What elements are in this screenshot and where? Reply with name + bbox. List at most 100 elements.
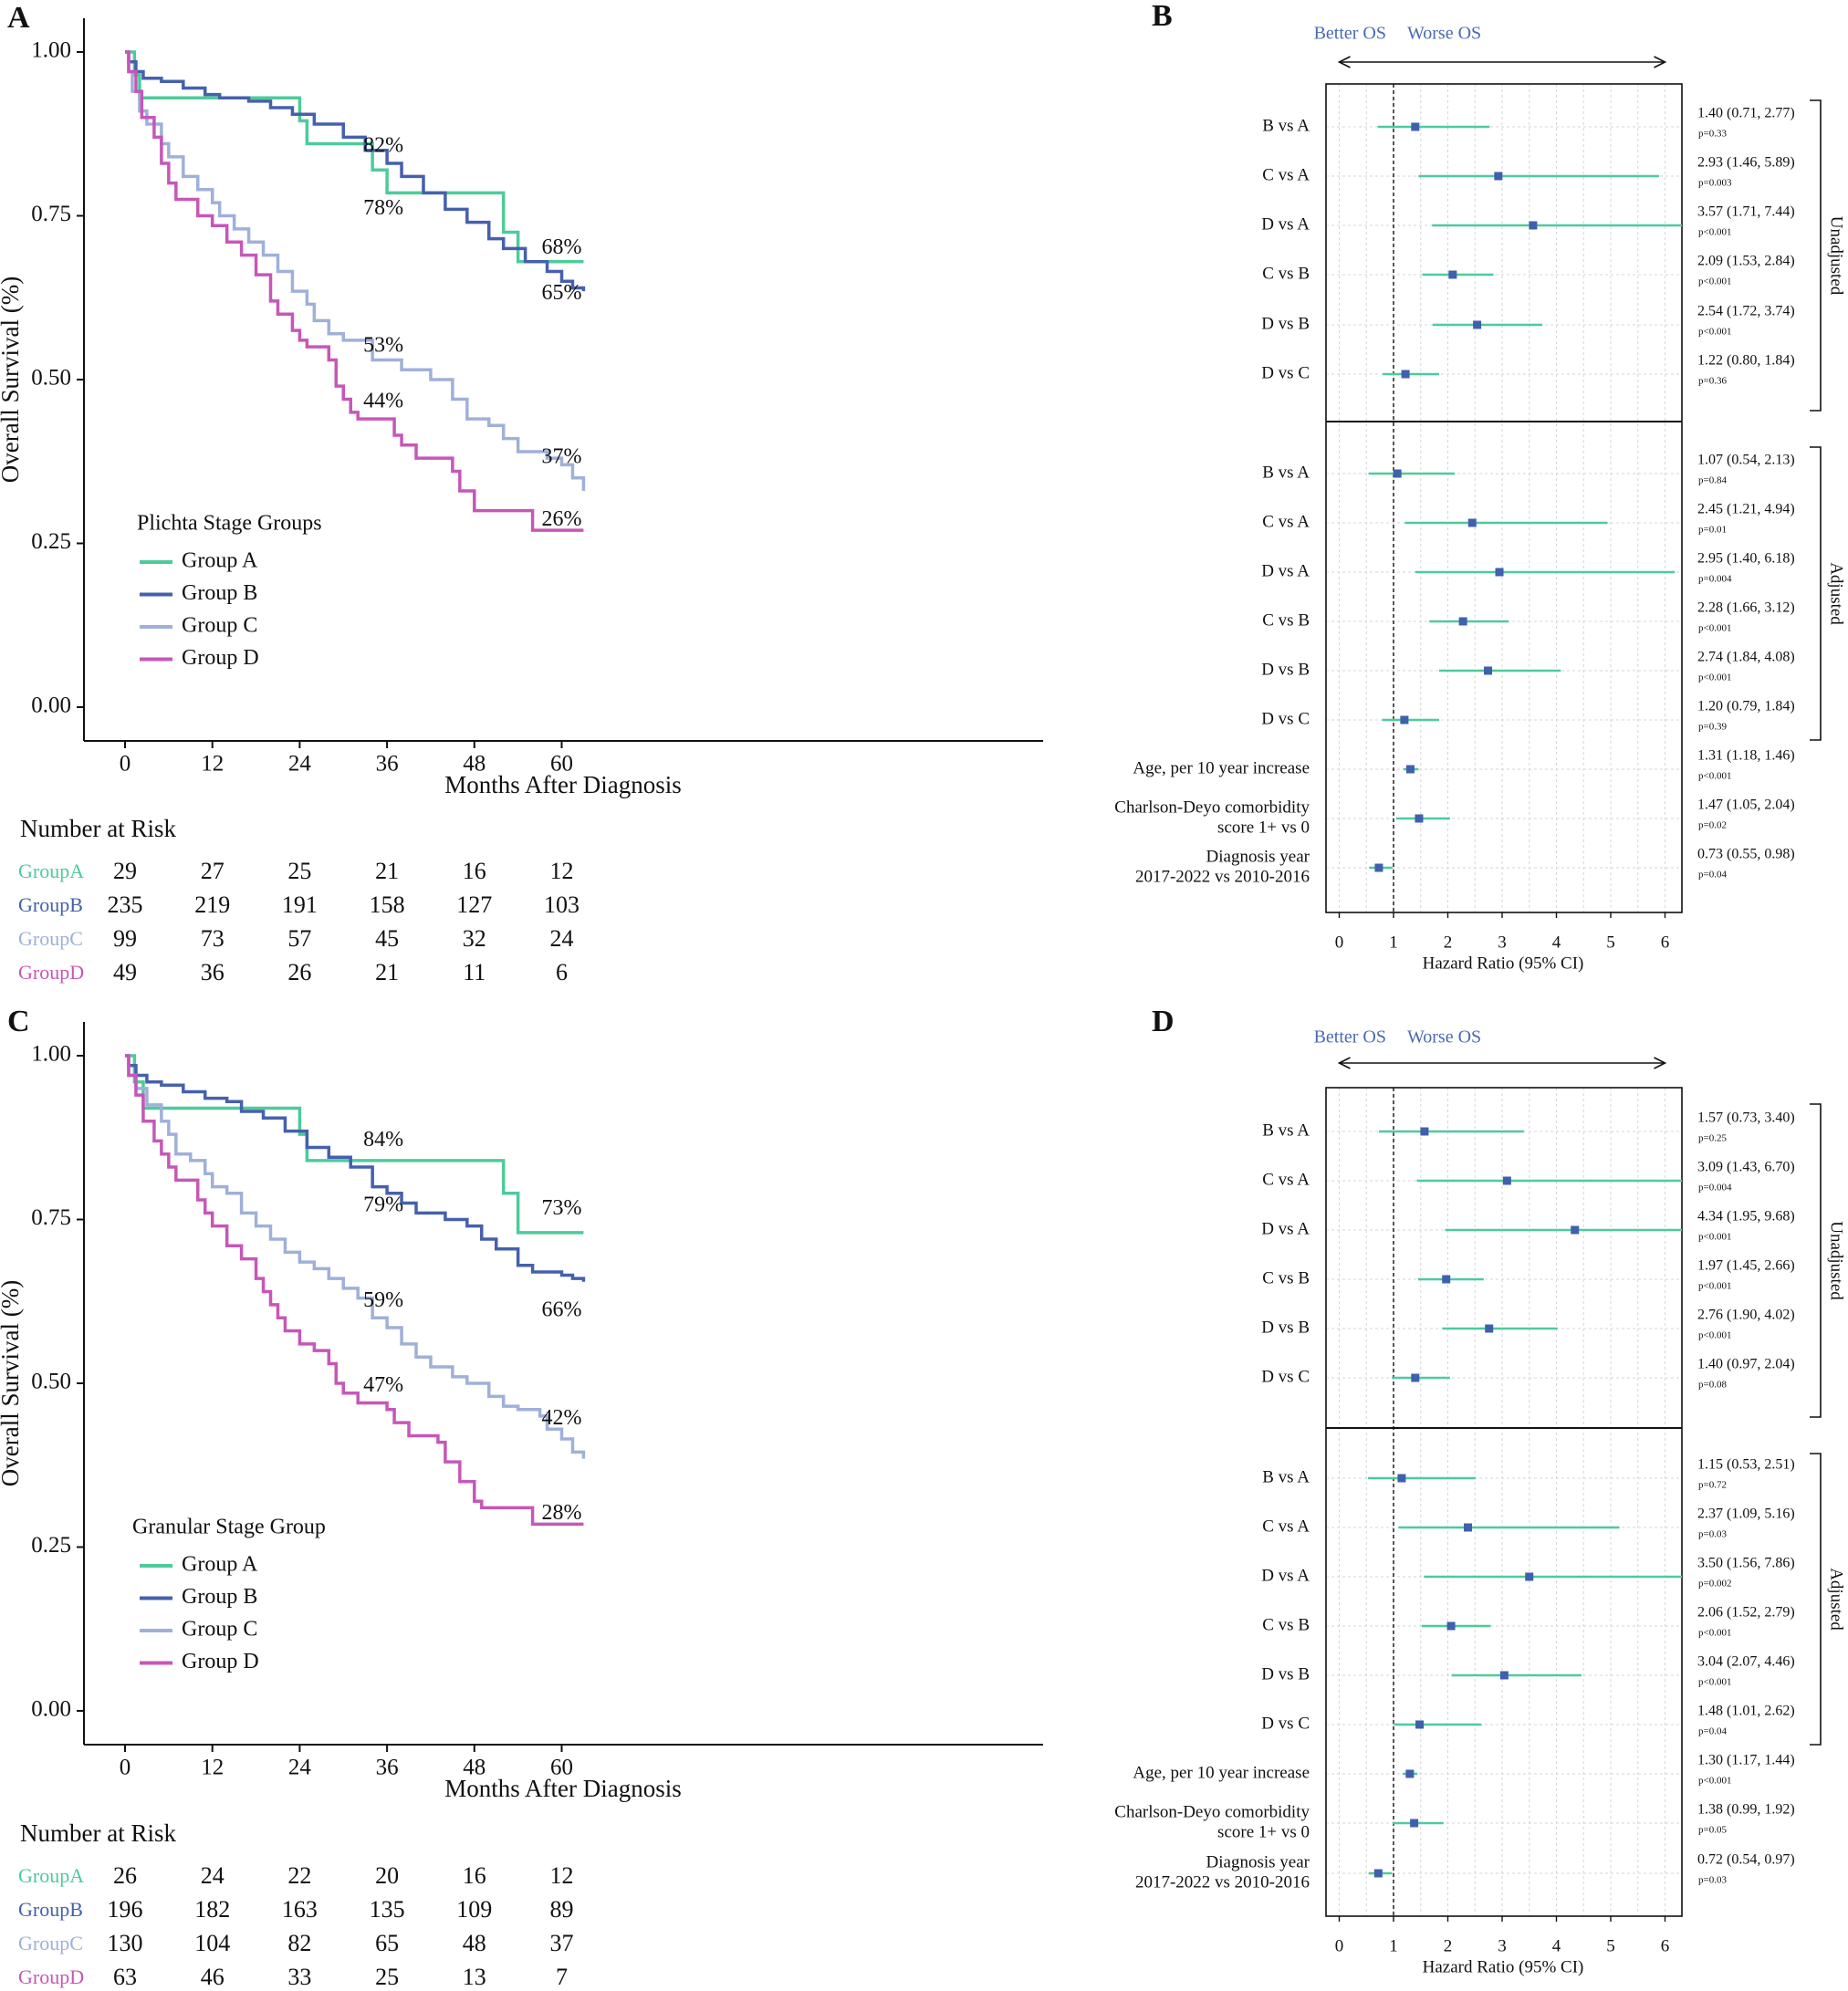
legend-label: Group C <box>182 1618 257 1642</box>
hr-ci-text: 2.95 (1.40, 6.18) <box>1697 551 1795 567</box>
y-tick-label: 1.00 <box>31 1042 71 1067</box>
hr-ci-text: 3.50 (1.56, 7.86) <box>1697 1556 1795 1571</box>
legend-title: Granular Stage Group <box>132 1516 326 1539</box>
forest-panel-top: B Better OS Worse OS 0 1 2 3 4 5 6 Hazard Ratio (9… <box>1114 0 1845 973</box>
risk-group-label: GroupD <box>18 1965 84 1988</box>
y-axis-title: Overall Survival (%) <box>0 276 24 483</box>
x-tick-label: 2 <box>1444 1936 1453 1955</box>
row-label: score 1+ vs 0 <box>1217 818 1310 837</box>
hazard-ratio-point <box>1420 1127 1429 1136</box>
row-label: B vs A <box>1262 463 1310 482</box>
x-tick-label: 6 <box>1661 1936 1670 1955</box>
p-value-text: p=0.002 <box>1698 1579 1731 1590</box>
p-value-text: p=0.004 <box>1698 1183 1732 1194</box>
y-tick-label: 0.75 <box>31 202 71 226</box>
x-tick-label: 48 <box>463 752 485 777</box>
risk-count: 11 <box>463 959 485 985</box>
row-label: Charlson-Deyo comorbidity <box>1114 1802 1310 1821</box>
p-value-text: p<0.001 <box>1698 1281 1731 1292</box>
x-tick-label: 5 <box>1606 933 1615 952</box>
row-label: D vs B <box>1261 660 1310 679</box>
row-label: D vs B <box>1261 1664 1310 1683</box>
survival-annotation: 26% <box>542 507 582 531</box>
risk-table-title: Number at Risk <box>20 815 176 842</box>
risk-group-label: GroupA <box>18 860 84 882</box>
x-tick-label: 4 <box>1552 1936 1561 1955</box>
risk-count: 73 <box>201 925 224 952</box>
p-value-text: p<0.001 <box>1698 672 1731 683</box>
hr-ci-text: 0.73 (0.55, 0.98) <box>1697 847 1795 862</box>
hazard-ratio-point <box>1401 370 1410 379</box>
hazard-ratio-point <box>1374 863 1383 872</box>
survival-annotation: 78% <box>363 196 403 220</box>
section-label: Adjusted <box>1827 1568 1846 1631</box>
risk-count: 127 <box>456 891 492 918</box>
p-value-text: p=0.33 <box>1698 129 1727 140</box>
p-value-text: p<0.001 <box>1698 1628 1731 1639</box>
hr-ci-text: 1.31 (1.18, 1.46) <box>1697 748 1795 764</box>
hr-ci-text: 1.07 (0.54, 2.13) <box>1697 453 1795 468</box>
panel-letter: C <box>7 1005 30 1038</box>
survival-annotation: 66% <box>542 1298 582 1322</box>
x-tick-label: 60 <box>550 752 573 777</box>
y-axis-title: Overall Survival (%) <box>0 1280 24 1486</box>
row-label: D vs C <box>1261 1367 1310 1386</box>
hazard-ratio-point <box>1464 1523 1473 1532</box>
p-value-text: p<0.001 <box>1698 1330 1731 1341</box>
section-bracket-adjusted <box>1810 1453 1822 1746</box>
hr-ci-text: 2.06 (1.52, 2.79) <box>1697 1605 1795 1621</box>
row-label: Diagnosis year <box>1206 847 1310 866</box>
x-tick-label: 60 <box>550 1756 573 1780</box>
p-value-text: p<0.001 <box>1698 1677 1731 1688</box>
legend-title: Plichta Stage Groups <box>137 512 322 536</box>
survival-annotation: 68% <box>542 235 582 259</box>
survival-curve-group-c <box>125 1054 586 1459</box>
risk-count: 21 <box>375 959 399 985</box>
p-value-text: p<0.001 <box>1698 227 1731 238</box>
section-bracket-unadjusted <box>1810 99 1822 412</box>
risk-count: 21 <box>375 858 399 884</box>
x-tick-label: 3 <box>1498 933 1507 952</box>
p-value-text: p<0.001 <box>1698 1232 1731 1243</box>
row-label: Charlson-Deyo comorbidity <box>1114 797 1310 817</box>
hr-ci-text: 1.40 (0.71, 2.77) <box>1697 106 1795 121</box>
legend-label: Group D <box>182 646 259 670</box>
risk-count: 49 <box>113 959 137 985</box>
risk-count: 25 <box>287 858 311 884</box>
risk-count: 22 <box>287 1862 311 1889</box>
hazard-ratio-point <box>1446 1621 1456 1631</box>
row-label: D vs A <box>1261 1566 1310 1585</box>
hr-ci-text: 1.40 (0.97, 2.04) <box>1697 1357 1795 1372</box>
risk-group-label: GroupA <box>18 1864 84 1887</box>
arrow-head-left-icon <box>1337 56 1351 68</box>
row-label: D vs A <box>1261 1219 1310 1238</box>
risk-group-label: GroupD <box>18 961 84 984</box>
better-os-label: Better OS <box>1314 1027 1386 1048</box>
better-os-label: Better OS <box>1314 24 1386 44</box>
x-tick-label: 4 <box>1552 933 1561 952</box>
y-tick-label: 0.25 <box>31 529 71 554</box>
arrow-head-right-icon <box>1654 56 1667 68</box>
p-value-text: p=0.04 <box>1698 1726 1727 1737</box>
hazard-ratio-point <box>1373 1869 1383 1878</box>
risk-count: 191 <box>282 891 318 918</box>
x-axis-title: Hazard Ratio (95% CI) <box>1423 954 1584 973</box>
risk-count: 33 <box>287 1964 311 1990</box>
x-tick-label: 0 <box>120 752 131 777</box>
hazard-ratio-point <box>1448 270 1457 279</box>
risk-count: 130 <box>108 1930 143 1956</box>
x-tick-label: 1 <box>1389 1936 1398 1955</box>
x-axis-title: Months After Diagnosis <box>444 1775 682 1802</box>
p-value-text: p<0.001 <box>1698 623 1731 634</box>
p-value-text: p=0.84 <box>1698 475 1727 486</box>
section-bracket-adjusted <box>1810 446 1822 741</box>
risk-count: 12 <box>550 858 574 884</box>
risk-table-title: Number at Risk <box>20 1819 176 1847</box>
risk-count: 46 <box>201 1964 224 1990</box>
row-label: D vs C <box>1261 709 1310 728</box>
hr-ci-text: 1.20 (0.79, 1.84) <box>1697 699 1795 714</box>
survival-curve-group-b <box>125 1054 586 1282</box>
y-tick-label: 1.00 <box>31 38 71 63</box>
